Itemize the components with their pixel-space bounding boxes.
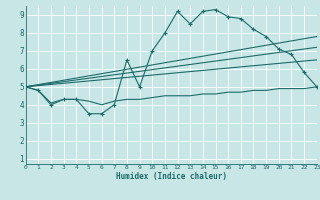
X-axis label: Humidex (Indice chaleur): Humidex (Indice chaleur) <box>116 172 227 181</box>
